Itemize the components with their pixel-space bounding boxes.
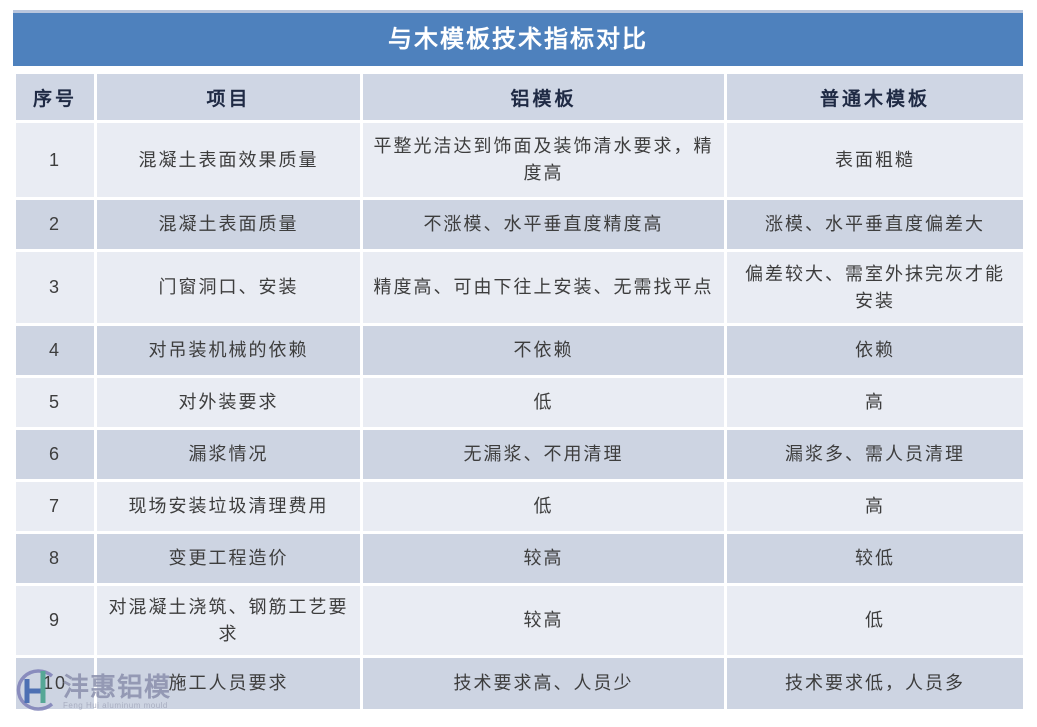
header-aluminum: 铝模板	[360, 71, 727, 123]
row-number-cell: 4	[13, 323, 97, 378]
title-bar: 与木模板技术指标对比	[13, 10, 1023, 66]
table-row: 5 对外装要求 低 高	[13, 375, 1026, 430]
table-row: 6 漏浆情况 无漏浆、不用清理 漏浆多、需人员清理	[13, 427, 1026, 482]
wood-cell: 高	[724, 479, 1026, 534]
item-cell: 施工人员要求	[94, 655, 363, 712]
header-item: 项目	[94, 71, 363, 123]
header-wood: 普通木模板	[724, 71, 1026, 123]
wood-cell: 表面粗糙	[724, 120, 1026, 200]
wood-cell: 较低	[724, 531, 1026, 586]
table-row: 3 门窗洞口、安装 精度高、可由下往上安装、无需找平点 偏差较大、需室外抹完灰才…	[13, 249, 1026, 326]
wood-cell: 低	[724, 583, 1026, 658]
wood-cell: 漏浆多、需人员清理	[724, 427, 1026, 482]
table-row: 2 混凝土表面质量 不涨模、水平垂直度精度高 涨模、水平垂直度偏差大	[13, 197, 1026, 252]
row-number-cell: 6	[13, 427, 97, 482]
table-row: 7 现场安装垃圾清理费用 低 高	[13, 479, 1026, 534]
item-cell: 混凝土表面效果质量	[94, 120, 363, 200]
wood-cell: 依赖	[724, 323, 1026, 378]
logo-text-block: 沣惠铝模 Feng Hui aluminum mould	[63, 674, 171, 710]
aluminum-cell: 无漏浆、不用清理	[360, 427, 727, 482]
row-number-cell: 7	[13, 479, 97, 534]
aluminum-cell: 技术要求高、人员少	[360, 655, 727, 712]
wood-cell: 偏差较大、需室外抹完灰才能安装	[724, 249, 1026, 326]
row-number-cell: 2	[13, 197, 97, 252]
logo-brand-text: 沣惠铝模	[63, 671, 172, 702]
page-title: 与木模板技术指标对比	[388, 26, 648, 53]
item-cell: 漏浆情况	[94, 427, 363, 482]
aluminum-cell: 低	[360, 479, 727, 534]
wood-cell: 涨模、水平垂直度偏差大	[724, 197, 1026, 252]
row-number-cell: 5	[13, 375, 97, 430]
header-row: 序号 项目 铝模板 普通木模板	[13, 71, 1026, 123]
item-cell: 对吊装机械的依赖	[94, 323, 363, 378]
logo-icon	[12, 664, 60, 719]
brand-logo: 沣惠铝模 Feng Hui aluminum mould	[12, 664, 171, 719]
wood-cell: 技术要求低，人员多	[724, 655, 1026, 712]
header-no: 序号	[13, 71, 97, 123]
comparison-table: 序号 项目 铝模板 普通木模板 1 混凝土表面效果质量 平整光洁达到饰面及装饰清…	[13, 71, 1026, 712]
table-row: 4 对吊装机械的依赖 不依赖 依赖	[13, 323, 1026, 378]
row-number-cell: 3	[13, 249, 97, 326]
wood-cell: 高	[724, 375, 1026, 430]
table-row: 8 变更工程造价 较高 较低	[13, 531, 1026, 586]
aluminum-cell: 不涨模、水平垂直度精度高	[360, 197, 727, 252]
item-cell: 混凝土表面质量	[94, 197, 363, 252]
item-cell: 变更工程造价	[94, 531, 363, 586]
aluminum-cell: 较高	[360, 583, 727, 658]
row-number-cell: 9	[13, 583, 97, 658]
item-cell: 对混凝土浇筑、钢筋工艺要求	[94, 583, 363, 658]
aluminum-cell: 不依赖	[360, 323, 727, 378]
table-row: 1 混凝土表面效果质量 平整光洁达到饰面及装饰清水要求，精度高 表面粗糙	[13, 120, 1026, 200]
aluminum-cell: 低	[360, 375, 727, 430]
row-number-cell: 1	[13, 120, 97, 200]
item-cell: 对外装要求	[94, 375, 363, 430]
aluminum-cell: 较高	[360, 531, 727, 586]
item-cell: 现场安装垃圾清理费用	[94, 479, 363, 534]
table-row: 9 对混凝土浇筑、钢筋工艺要求 较高 低	[13, 583, 1026, 658]
logo-tagline: Feng Hui aluminum mould	[63, 700, 168, 710]
aluminum-cell: 平整光洁达到饰面及装饰清水要求，精度高	[360, 120, 727, 200]
aluminum-cell: 精度高、可由下往上安装、无需找平点	[360, 249, 727, 326]
item-cell: 门窗洞口、安装	[94, 249, 363, 326]
row-number-cell: 8	[13, 531, 97, 586]
